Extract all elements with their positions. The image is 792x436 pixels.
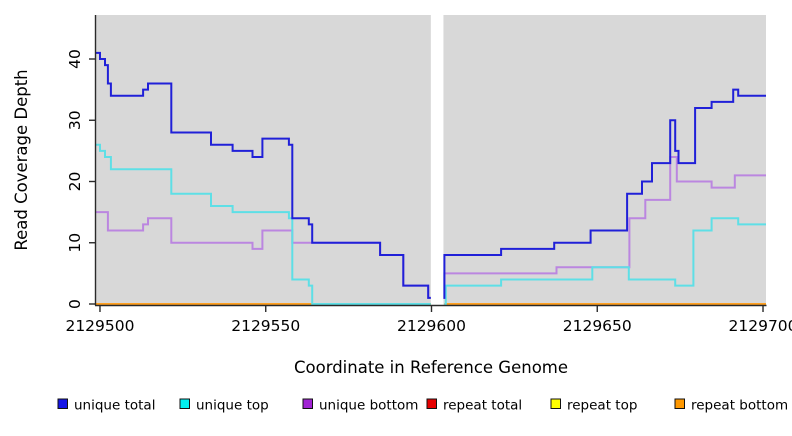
legend-label-unique-bottom: unique bottom xyxy=(319,398,418,414)
y-tick-label: 0 xyxy=(66,299,84,309)
legend-item: unique top xyxy=(179,398,269,414)
y-tick-label: 10 xyxy=(66,233,84,253)
x-tick-label: 2129600 xyxy=(397,317,466,335)
y-axis-title: Read Coverage Depth xyxy=(12,69,31,250)
x-axis-title: Coordinate in Reference Genome xyxy=(294,358,568,377)
legend-label-repeat-bottom: repeat bottom xyxy=(691,398,788,414)
x-tick-label: 2129650 xyxy=(563,317,632,335)
series-line-unique-top xyxy=(96,143,431,305)
x-tick-label: 2129700 xyxy=(729,317,792,335)
legend: unique total unique top unique bottom repea… xyxy=(57,398,788,414)
legend-item: repeat total xyxy=(426,398,522,414)
legend-swatch-unique-total xyxy=(57,398,68,409)
legend-label-repeat-top: repeat top xyxy=(567,398,637,414)
legend-item: unique total xyxy=(57,398,155,414)
series-line-unique-top xyxy=(444,217,766,305)
y-tick-label: 20 xyxy=(66,172,84,192)
axes-layer: 2129500 2129550 2129600 2129650 2129700 0 10 20… xyxy=(65,15,792,335)
legend-item: repeat bottom xyxy=(674,398,788,414)
y-tick-label: 40 xyxy=(66,49,84,69)
x-tick-label: 2129500 xyxy=(65,317,134,335)
legend-swatch-repeat-total xyxy=(426,398,437,409)
series-line-unique-total xyxy=(96,51,431,299)
legend-item: unique bottom xyxy=(302,398,418,414)
y-tick-label: 30 xyxy=(66,110,84,130)
series-line-unique-total xyxy=(443,88,766,299)
series-layer xyxy=(96,51,766,305)
x-tick-label: 2129550 xyxy=(231,317,300,335)
series-line-unique-bottom xyxy=(443,156,766,299)
legend-swatch-unique-bottom xyxy=(302,398,313,409)
legend-item: repeat top xyxy=(550,398,637,414)
legend-label-repeat-total: repeat total xyxy=(443,398,522,414)
legend-swatch-repeat-top xyxy=(550,398,561,409)
plot-background-layer xyxy=(96,15,766,305)
legend-swatch-unique-top xyxy=(179,398,190,409)
legend-label-unique-total: unique total xyxy=(74,398,155,414)
legend-label-unique-top: unique top xyxy=(196,398,269,414)
coverage-gap-band xyxy=(430,15,444,305)
legend-swatch-repeat-bottom xyxy=(674,398,685,409)
